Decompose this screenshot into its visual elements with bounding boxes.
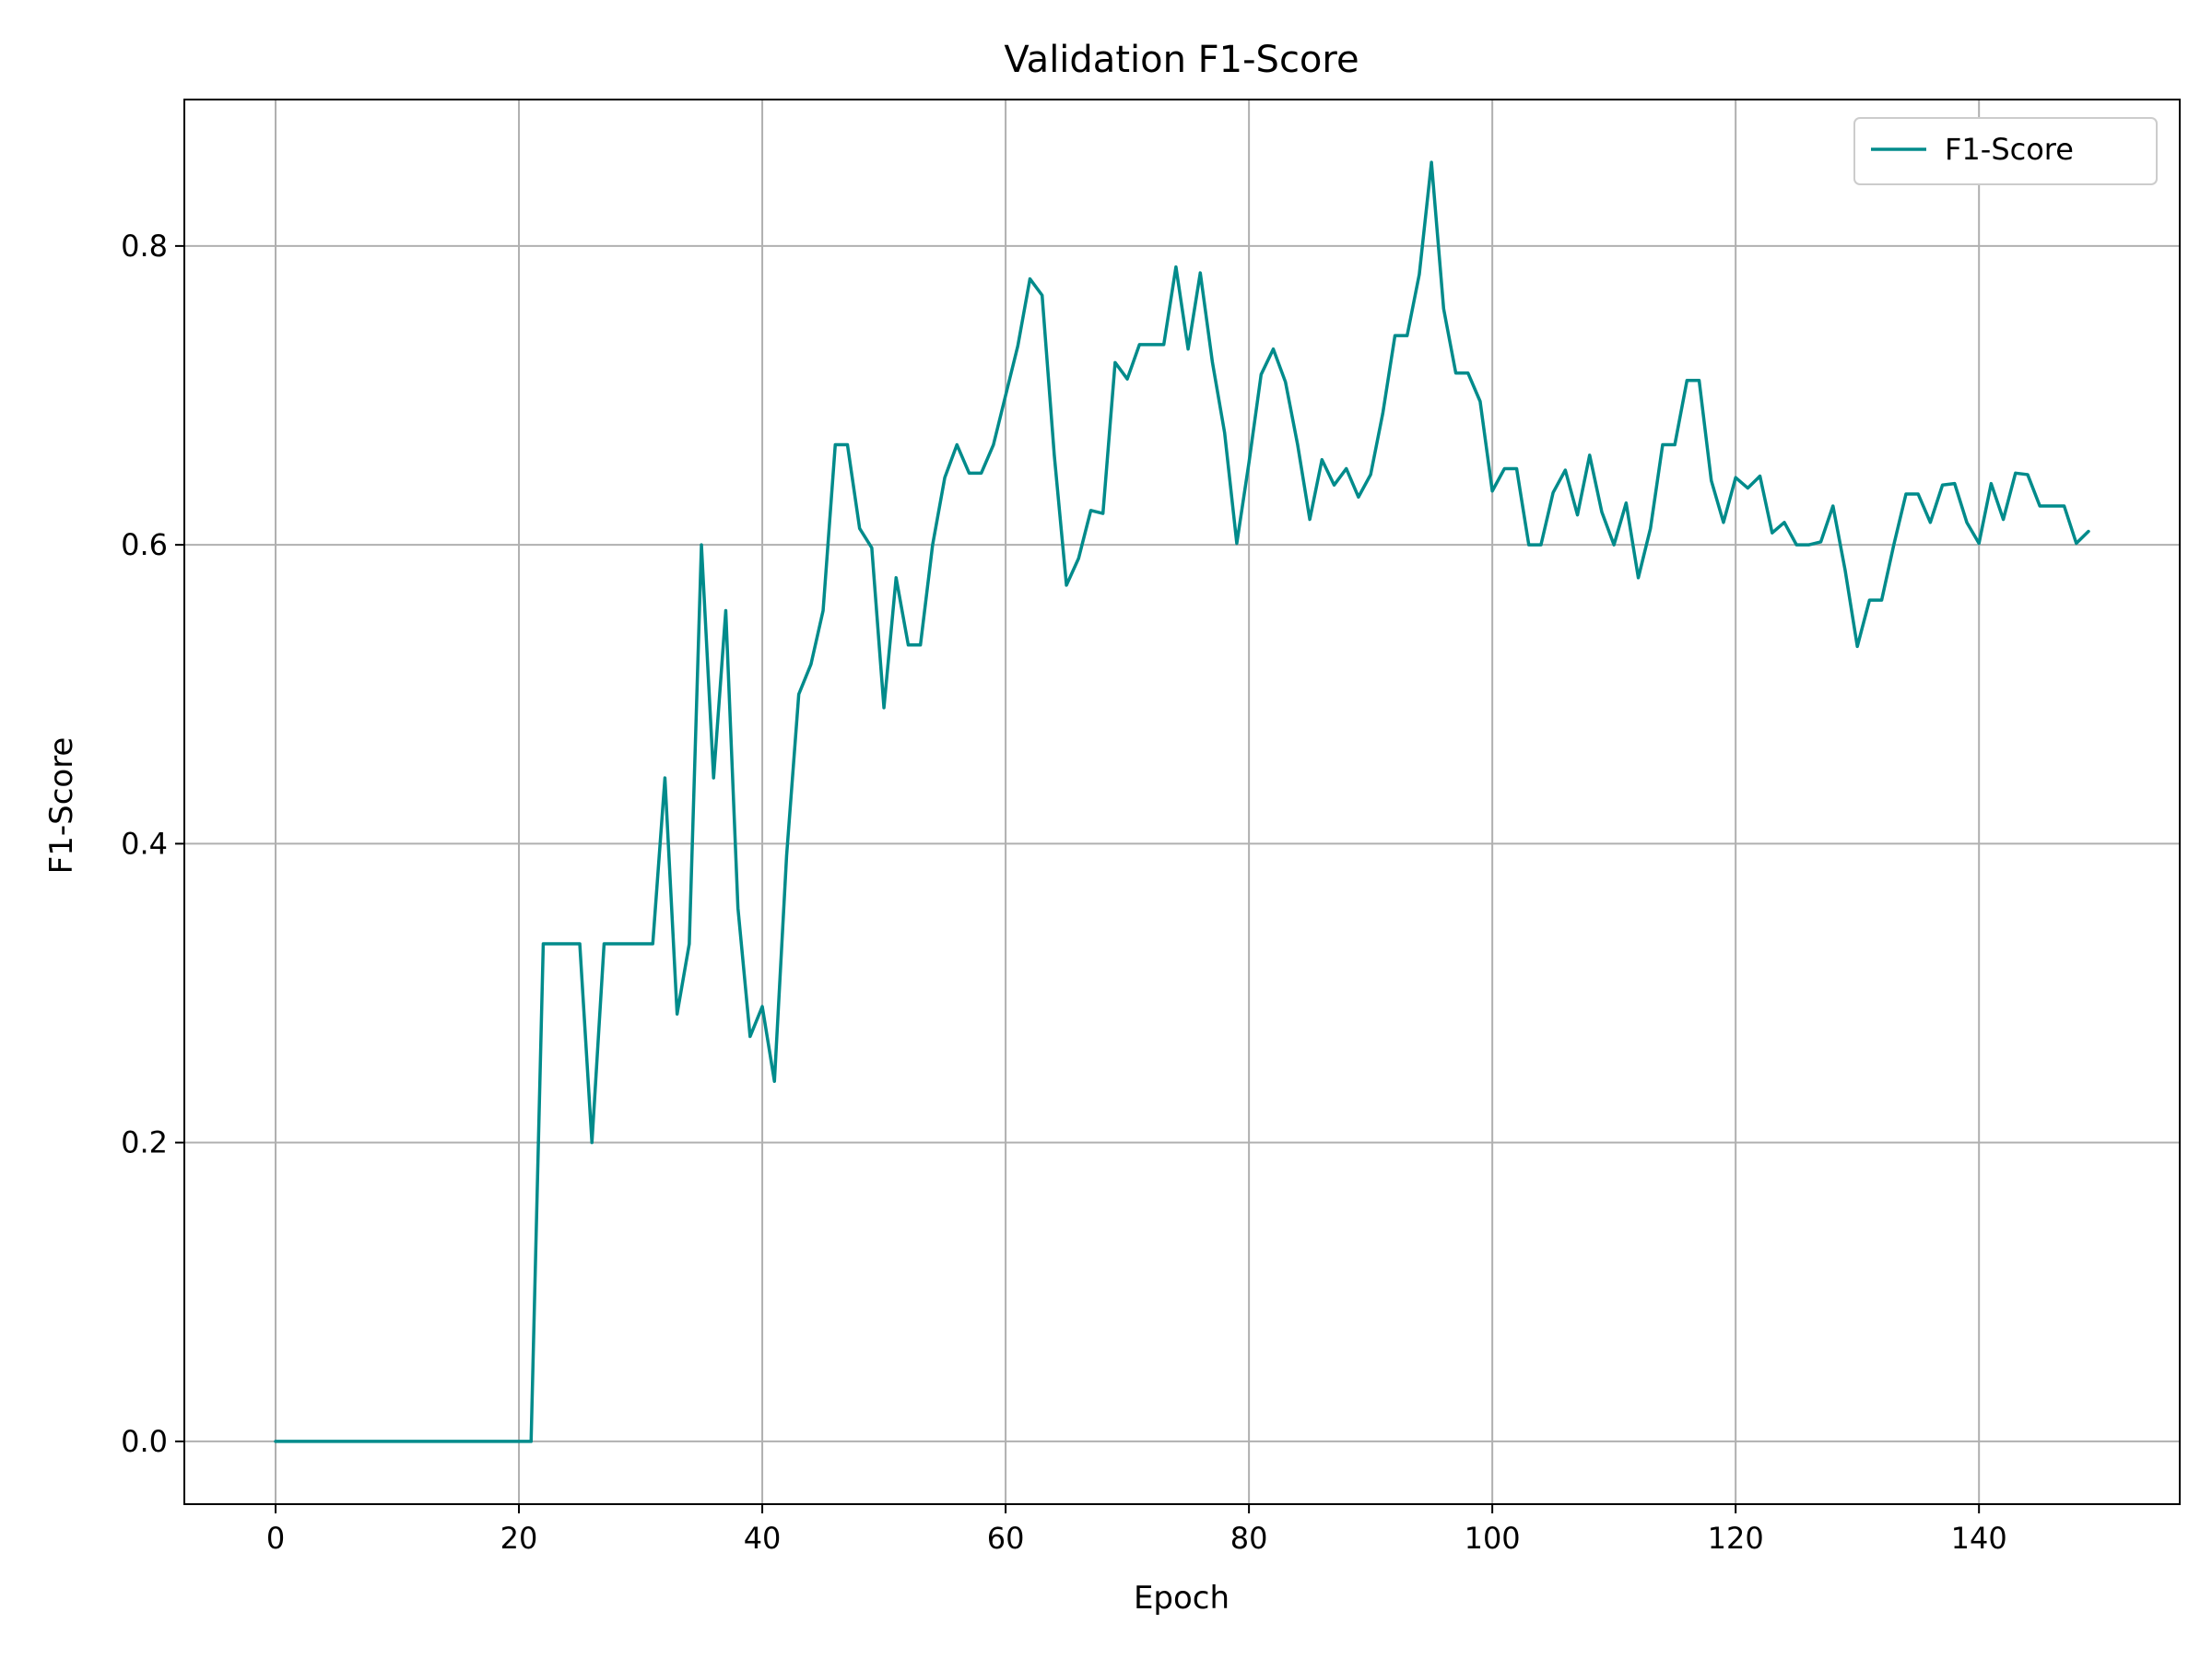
chart-title: Validation F1-Score (1004, 39, 1359, 81)
y-tick-label: 0.6 (121, 527, 168, 562)
legend-box (1853, 117, 2158, 185)
grid (184, 100, 2180, 1504)
x-tick-label: 40 (744, 1521, 782, 1556)
y-axis-label: F1-Score (43, 737, 80, 875)
y-tick-label: 0.0 (121, 1424, 168, 1459)
x-tick-label: 20 (500, 1521, 538, 1556)
x-tick-label: 120 (1708, 1521, 1764, 1556)
x-tick-label: 0 (266, 1521, 285, 1556)
plot-frame (183, 99, 2181, 1505)
y-tick-label: 0.2 (121, 1125, 168, 1160)
series-line-f1-score (274, 160, 2090, 1443)
legend: F1-Score (1853, 117, 2158, 185)
y-tick-label: 0.4 (121, 826, 168, 861)
x-tick-label: 100 (1465, 1521, 1521, 1556)
x-axis-label: Epoch (1134, 1580, 1230, 1617)
x-tick-label: 80 (1230, 1521, 1268, 1556)
series-layer (274, 160, 2090, 1443)
x-tick-label: 60 (987, 1521, 1025, 1556)
ticks: 0 20 40 60 80 100 120 140 0.0 0.2 0.4 0.6 0.8 (121, 229, 2007, 1556)
legend-label-f1-score: F1-Score (1945, 132, 2074, 167)
y-tick-label: 0.8 (121, 229, 168, 264)
x-tick-label: 140 (1951, 1521, 2007, 1556)
